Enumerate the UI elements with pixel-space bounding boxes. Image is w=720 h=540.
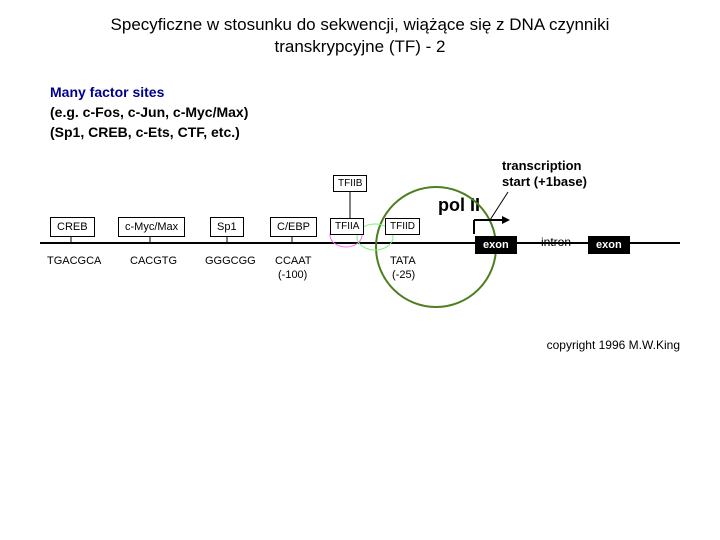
seq-sp1: GGGCGG [205,255,256,267]
seq-tata-pos: (-25) [392,269,415,281]
tf-box-tfiib: TFIIB [333,175,367,192]
title-line-1: Specyficzne w stosunku do sekwencji, wią… [111,15,610,34]
tf-box-tfiid: TFIID [385,218,420,235]
exon-box-2: exon [588,236,630,254]
tf-box-tfiia: TFIIA [330,218,364,235]
seq-creb: TGACGCA [47,255,101,267]
tf-box-sp1: Sp1 [210,217,244,237]
seq-cmyc: CACGTG [130,255,177,267]
tss-arrowhead [502,216,510,224]
tf-box-cmyc: c-Myc/Max [118,217,185,237]
tss-pointer [490,192,508,220]
intron-label: intron [541,235,571,249]
slide-title: Specyficzne w stosunku do sekwencji, wią… [0,14,720,58]
seq-cebp: CCAAT [275,255,311,267]
tf-box-creb: CREB [50,217,95,237]
seq-tata: TATA [390,255,416,267]
diagram-svg [40,80,680,410]
exon-box-1: exon [475,236,517,254]
copyright-text: copyright 1996 M.W.King [547,338,680,352]
seq-cebp-pos: (-100) [278,269,307,281]
diagram-canvas: Many factor sites (e.g. c-Fos, c-Jun, c-… [40,80,680,410]
tf-box-cebp: C/EBP [270,217,317,237]
title-line-2: transkrypcyjne (TF) - 2 [275,37,446,56]
